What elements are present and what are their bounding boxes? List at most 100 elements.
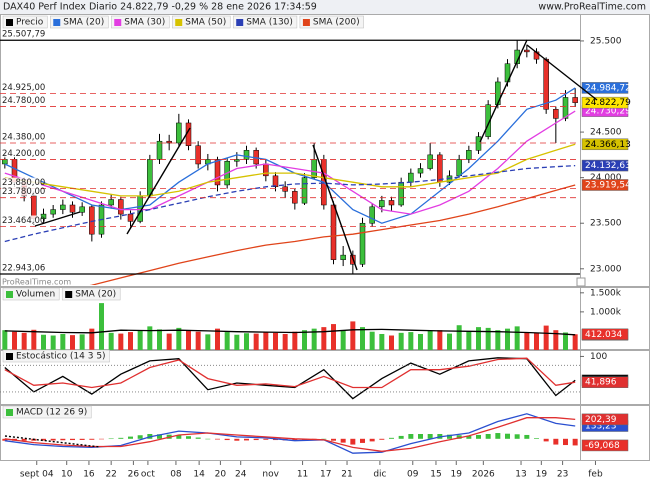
volume-bar (273, 332, 278, 350)
legend-swatch (53, 19, 61, 26)
panel (2, 303, 578, 350)
value-box (581, 159, 629, 172)
legend-box (171, 15, 231, 29)
volume-bar (572, 334, 578, 350)
watermark: ProRealTime.com (2, 278, 71, 287)
volume-bar (350, 321, 356, 350)
y-tick-label: 100 (590, 352, 607, 362)
legend-swatch (65, 291, 73, 298)
y-tick-label: 1.500k (590, 288, 622, 298)
level-label: 23.880,00 (2, 178, 45, 188)
histogram-bar (563, 438, 568, 446)
legend-swatch (236, 19, 244, 26)
value-label: 412.034 (585, 330, 622, 340)
volume-bar (466, 331, 472, 350)
volume-bar (418, 333, 423, 350)
legend-box (232, 15, 298, 29)
value-label: 24.984,72 (585, 83, 631, 93)
value-label: 133,23 (585, 422, 617, 432)
candle-body (437, 154, 443, 183)
histogram-bar (340, 438, 346, 443)
legend-swatch (175, 19, 183, 26)
legend-box (111, 15, 170, 29)
candle-body (466, 150, 472, 160)
candle-body (166, 140, 172, 144)
level-label-bg (1, 95, 41, 105)
value-box (581, 376, 629, 388)
candle-body (176, 122, 182, 144)
level-label-bg (1, 262, 41, 272)
legend-label: Volumen (16, 290, 55, 300)
histogram-bar (514, 434, 520, 439)
volume-bar (514, 326, 520, 350)
volume-bar (563, 332, 568, 350)
value-label: 24.822,79 (585, 98, 631, 108)
x-tick-label: 21 (341, 470, 352, 480)
x-tick-label: 19 (536, 470, 548, 480)
candle-body (330, 204, 337, 260)
value-box (581, 138, 629, 151)
x-tick-label: 11 (297, 470, 308, 480)
volume-bar (543, 325, 549, 350)
volume-bar (137, 330, 143, 350)
histogram-bar (466, 435, 472, 439)
volume-bar (408, 332, 414, 350)
legend-swatch (6, 353, 13, 360)
legend-label: Estocástico (14 3 5) (16, 352, 106, 362)
candle-body (301, 177, 308, 204)
legend-box (61, 287, 121, 301)
level-label-bg (1, 29, 41, 39)
x-tick-label: sept 04 (20, 470, 54, 480)
histogram-bar (186, 436, 191, 439)
volume-bar (360, 327, 365, 350)
histogram-bar (476, 434, 481, 439)
level-label: 24.380,00 (2, 133, 45, 143)
x-tick-label: 15 (430, 470, 441, 480)
candle-body (263, 163, 269, 177)
histogram-bar (331, 438, 336, 441)
header-site: www.ProRealTime.com (538, 2, 646, 13)
candle-body (524, 49, 530, 53)
volume-bar (157, 329, 162, 350)
histogram-bar (41, 438, 46, 441)
level-label-bg (1, 186, 41, 196)
volume-bar (302, 330, 307, 350)
candle-body (311, 159, 317, 178)
histogram-bar (427, 434, 433, 439)
volume-bar (524, 332, 530, 350)
candle-body (50, 209, 56, 215)
candle-body (214, 159, 221, 186)
level-label: 23.780,00 (2, 187, 45, 197)
x-tick-label: 26 (128, 470, 140, 480)
candle-body (562, 97, 569, 119)
level-label: 24.780,00 (2, 96, 45, 106)
histogram-bar (263, 438, 269, 440)
candle-body (475, 136, 482, 151)
legend-box (2, 15, 48, 29)
series-line (89, 184, 576, 285)
x-tick-label: 17 (320, 470, 331, 480)
value-label: 23.919,54 (585, 180, 631, 190)
y-tick-label: 24.000 (590, 173, 622, 183)
x-tick-label: 19 (451, 470, 463, 480)
volume-bar (224, 332, 230, 350)
histogram-bar (205, 438, 211, 440)
value-label: 24.730,29 (585, 107, 631, 117)
candle-body (398, 181, 404, 206)
x-tick-label: 13 (515, 470, 526, 480)
volume-bar (244, 333, 249, 350)
legend-label: SMA (50) (185, 18, 226, 28)
series-line (4, 417, 576, 452)
histogram-bar (79, 438, 85, 440)
histogram-bar (157, 434, 162, 439)
histogram-bar (2, 438, 8, 441)
histogram-bar (543, 438, 549, 442)
candle-body (2, 159, 8, 165)
histogram-bar (215, 438, 220, 440)
histogram-bar (369, 438, 375, 442)
candle-body (118, 199, 124, 215)
volume-bar (166, 333, 172, 350)
histogram-bar (485, 434, 491, 439)
legend-swatch (302, 19, 310, 26)
